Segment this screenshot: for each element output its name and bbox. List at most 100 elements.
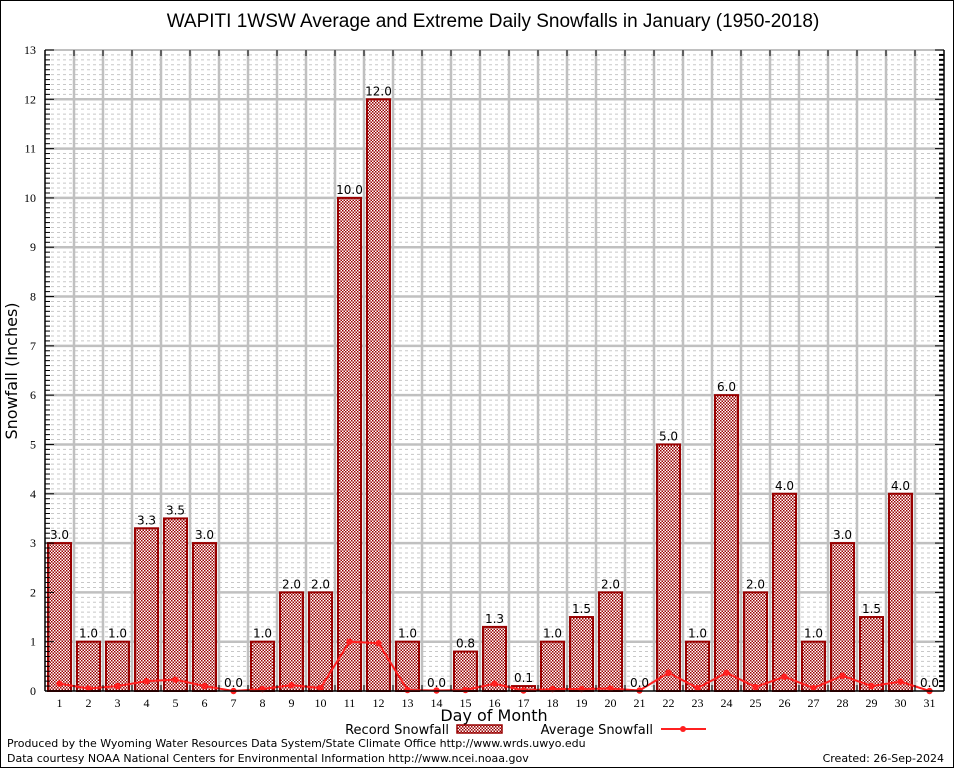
record-bar <box>163 517 188 693</box>
plot-axes <box>44 49 945 692</box>
x-tick-label: 29 <box>866 696 878 710</box>
bar-value-labels: 3.0 1.0 1.0 3.3 3.5 3.0 0.0 1.0 2.0 2.0 10.0 12.0 1.… <box>50 84 939 690</box>
bar-value-label: 3.0 <box>195 528 214 542</box>
bar-value-label: 4.0 <box>891 479 910 493</box>
y-tick-label: 0 <box>30 684 36 698</box>
bar-value-label: 3.3 <box>137 513 156 527</box>
y-tick-label: 2 <box>30 585 36 599</box>
y-tick-label: 11 <box>24 142 36 156</box>
average-point <box>868 682 875 690</box>
record-bar <box>395 640 420 693</box>
y-tick-label: 9 <box>30 240 36 254</box>
x-tick-label: 15 <box>460 696 472 710</box>
bar-value-label: 6.0 <box>717 380 736 394</box>
record-bar <box>859 616 884 692</box>
average-point <box>462 686 469 694</box>
x-tick-label: 16 <box>489 696 501 710</box>
bar-value-label: 1.0 <box>398 627 417 641</box>
x-tick-label: 13 <box>402 696 414 710</box>
y-axis-label: Snowfall (Inches) <box>2 302 21 439</box>
record-bar <box>337 196 362 693</box>
legend: Record Snowfall Average Snowfall <box>345 723 706 738</box>
y-tick-label: 1 <box>30 635 36 649</box>
bar-value-label: 3.5 <box>166 503 185 517</box>
average-point <box>491 680 498 687</box>
record-bar <box>134 527 159 692</box>
bar-value-label: 0.0 <box>920 676 939 690</box>
x-tick-label: 25 <box>750 696 762 710</box>
record-bar <box>366 98 391 693</box>
legend-record-swatch <box>456 724 503 734</box>
record-bar <box>743 591 768 693</box>
bar-value-label: 0.0 <box>427 676 446 690</box>
bar-value-label: 10.0 <box>336 183 363 197</box>
record-bar <box>279 591 304 693</box>
record-bar <box>714 394 739 692</box>
y-tick-label: 13 <box>24 43 36 57</box>
y-tick-label: 7 <box>30 339 36 353</box>
average-point <box>143 677 150 685</box>
bar-value-label: 4.0 <box>775 479 794 493</box>
legend-average-marker <box>680 726 686 732</box>
record-bar <box>250 640 275 693</box>
bar-value-label: 0.8 <box>456 637 475 651</box>
average-point <box>346 638 353 645</box>
bar-value-label: 1.0 <box>688 627 707 641</box>
chart-title: WAPITI 1WSW Average and Extreme Daily Sn… <box>167 11 820 32</box>
average-point <box>839 672 846 679</box>
bar-value-label: 2.0 <box>282 577 301 591</box>
x-tick-label: 11 <box>344 696 356 710</box>
x-tick-label: 21 <box>634 696 646 710</box>
y-tick-label: 3 <box>30 536 36 550</box>
average-point <box>752 683 759 691</box>
average-point <box>114 682 121 690</box>
x-tick-label: 18 <box>547 696 559 710</box>
x-tick-label: 2 <box>86 696 92 710</box>
average-point <box>723 669 730 676</box>
x-axis-label: Day of Month <box>440 706 547 725</box>
x-tick-label: 26 <box>779 696 791 710</box>
bar-value-label: 12.0 <box>365 84 392 98</box>
legend-record-label: Record Snowfall <box>345 723 449 738</box>
average-point <box>897 678 904 685</box>
x-tick-labels: 1 2 3 4 5 6 7 8 9 10 11 12 13 14 15 16 17 18 19 20 21 22 23 24 2… <box>57 696 936 710</box>
x-tick-label: 22 <box>663 696 675 710</box>
bar-value-label: 2.0 <box>311 577 330 591</box>
record-bar <box>192 542 217 692</box>
x-tick-label: 9 <box>289 696 295 710</box>
average-point <box>288 681 295 689</box>
x-tick-label: 4 <box>144 696 150 710</box>
bar-value-label: 2.0 <box>601 577 620 591</box>
bar-value-label: 1.0 <box>79 627 98 641</box>
bar-value-label: 1.0 <box>543 627 562 641</box>
bar-value-label: 1.5 <box>862 602 881 616</box>
record-bar <box>888 492 913 692</box>
average-point <box>404 686 411 694</box>
record-bar <box>656 443 681 693</box>
bar-value-label: 1.0 <box>108 627 127 641</box>
bar-value-label: 3.0 <box>50 528 69 542</box>
average-point <box>201 682 208 690</box>
x-tick-label: 27 <box>808 696 820 710</box>
x-tick-label: 5 <box>173 696 179 710</box>
record-bar <box>76 640 101 693</box>
record-snowfall-bars <box>47 98 913 693</box>
y-tick-label: 12 <box>24 92 36 106</box>
average-point <box>172 676 179 683</box>
y-tick-label: 4 <box>30 487 36 501</box>
x-tick-label: 23 <box>692 696 704 710</box>
y-tick-label: 5 <box>30 437 36 451</box>
average-point <box>810 684 817 692</box>
record-bar <box>830 542 855 692</box>
bar-value-label: 0.0 <box>224 676 243 690</box>
bar-value-label: 1.5 <box>572 602 591 616</box>
y-tick-label: 10 <box>24 191 36 205</box>
legend-average-label: Average Snowfall <box>541 723 653 738</box>
x-tick-label: 6 <box>202 696 208 710</box>
record-bar <box>598 591 623 693</box>
record-bar <box>540 640 565 693</box>
bar-value-label: 1.0 <box>804 627 823 641</box>
x-tick-label: 30 <box>895 696 907 710</box>
